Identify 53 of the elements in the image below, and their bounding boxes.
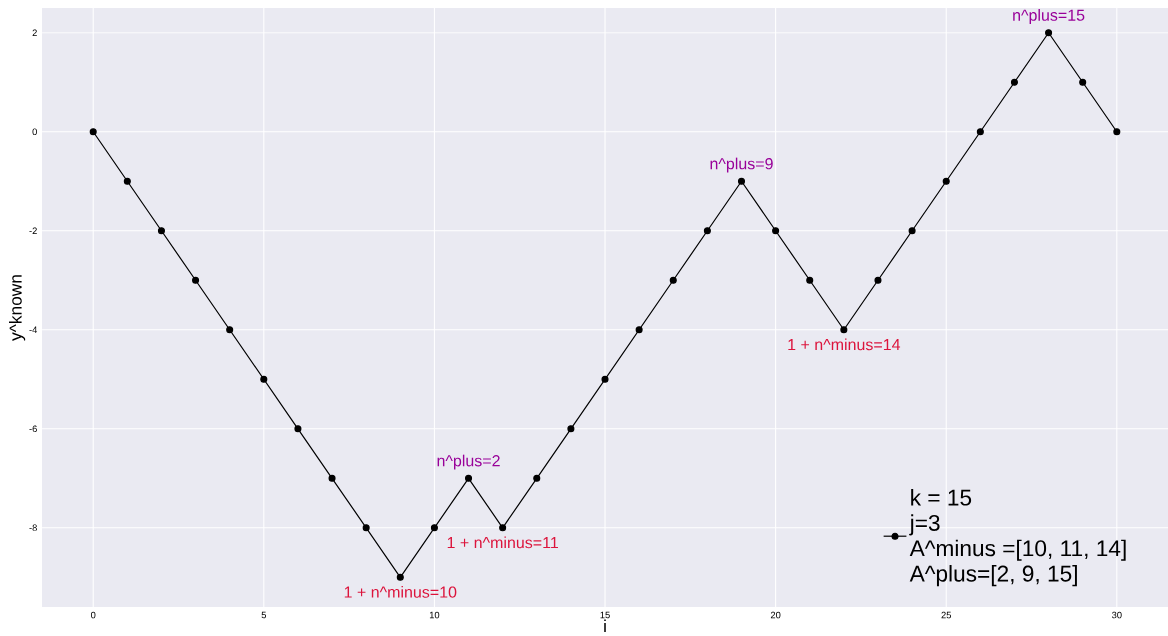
annotation: 1 + n^minus=11	[447, 536, 558, 549]
point	[806, 276, 814, 284]
point	[635, 326, 643, 334]
point	[1010, 78, 1018, 86]
annotation: n^plus=15	[1013, 8, 1085, 24]
y-tick-label: -8	[29, 524, 37, 531]
y-tick-label: 2	[32, 29, 37, 36]
annotation: 1 + n^minus=14	[788, 338, 901, 351]
point	[737, 177, 746, 185]
annotation: n^plus=2	[437, 454, 500, 470]
x-tick-label: 30	[1111, 611, 1122, 619]
point	[1045, 29, 1053, 37]
x-axis-title: i	[604, 619, 606, 632]
point	[123, 177, 131, 185]
x-tick-label: 20	[770, 611, 781, 619]
point	[192, 276, 200, 284]
point	[430, 524, 438, 532]
point	[499, 524, 507, 532]
point	[703, 227, 711, 235]
point	[533, 474, 541, 482]
y-tick-label: -2	[29, 227, 37, 234]
point	[840, 326, 848, 334]
x-tick-label: 0	[90, 611, 96, 619]
y-axis-title: y^known	[9, 275, 26, 341]
x-tick-label: 5	[261, 611, 267, 619]
x-tick-label: 10	[429, 611, 440, 619]
point	[226, 326, 234, 334]
point	[976, 128, 984, 136]
point	[362, 524, 370, 532]
legend-label: k = 15 j=3 A^minus =[10, 11, 14] A^plus=[2, 9, 15]	[909, 488, 1126, 586]
point	[772, 227, 780, 235]
point	[874, 276, 882, 284]
point	[157, 227, 165, 235]
point	[465, 474, 473, 482]
point	[908, 227, 916, 235]
point	[260, 375, 268, 383]
annotation: 1 + n^minus=10	[344, 585, 457, 598]
x-tick-label: 25	[941, 611, 952, 619]
y-tick-label: -4	[29, 326, 38, 333]
annotation: n^plus=9	[710, 157, 773, 173]
point	[1113, 128, 1121, 136]
point	[567, 425, 575, 433]
y-tick-label: -6	[29, 425, 37, 432]
y-tick-label: 0	[32, 128, 37, 135]
point	[328, 474, 336, 482]
point	[89, 128, 97, 136]
point	[294, 425, 302, 433]
point	[1079, 78, 1087, 86]
x-tick-label: 15	[600, 611, 610, 619]
point	[396, 573, 404, 581]
point	[669, 276, 677, 284]
point	[601, 375, 609, 383]
point	[942, 177, 950, 185]
